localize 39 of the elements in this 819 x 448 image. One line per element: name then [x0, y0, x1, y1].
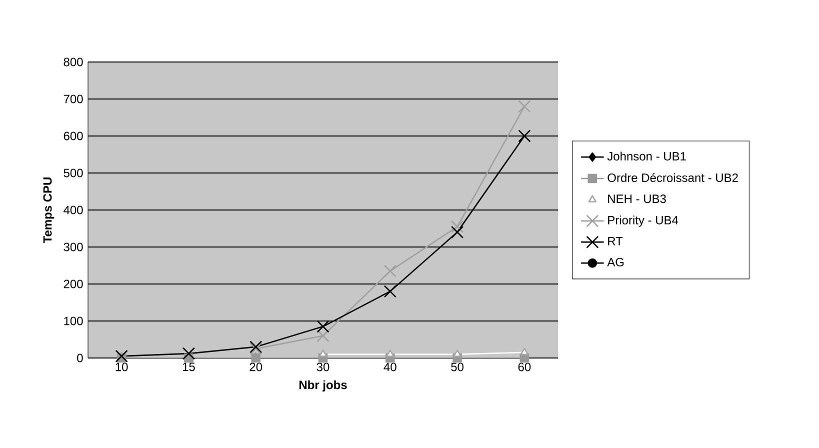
y-tick-label: 700	[64, 94, 83, 104]
x-tick-label: 60	[518, 362, 531, 372]
legend-label: Ordre Décroissant - UB2	[608, 173, 738, 182]
point	[384, 264, 396, 278]
point	[386, 350, 394, 357]
legend-label: RT	[608, 236, 623, 246]
point	[115, 350, 128, 362]
y-axis-title: Temps CPU	[43, 178, 54, 244]
point	[182, 347, 196, 360]
x-tick-label: 40	[384, 362, 396, 372]
legend-label: Johnson - UB1	[607, 152, 686, 161]
point	[251, 353, 261, 363]
x-tick-label: 30	[316, 362, 330, 372]
y-tick-label: 300	[64, 242, 83, 252]
y-tick-label: 800	[64, 58, 83, 66]
point	[518, 130, 531, 142]
point	[384, 285, 396, 298]
point	[316, 320, 330, 333]
x-tick-label: 50	[451, 362, 464, 372]
legend-label: NEH - UB3	[608, 194, 666, 204]
x-axis-title: Nbr jobs	[299, 380, 347, 392]
y-tick-label: 0	[77, 354, 83, 362]
x-tick-label: 10	[116, 362, 128, 372]
point	[453, 350, 462, 357]
point	[318, 350, 328, 357]
x-tick-label: 15	[182, 362, 195, 372]
y-tick-label: 200	[64, 280, 83, 288]
point	[518, 100, 531, 113]
legend-label: AG	[607, 258, 624, 266]
point	[520, 348, 529, 356]
y-tick-label: 100	[64, 316, 83, 326]
point	[450, 220, 464, 233]
y-tick-label: 400	[64, 206, 83, 214]
y-tick-label: 600	[64, 132, 83, 140]
point	[316, 329, 330, 342]
x-tick-label: 20	[250, 362, 262, 372]
point	[450, 226, 464, 239]
legend-label: Priority - UB4	[608, 216, 678, 227]
y-tick-label: 500	[64, 168, 83, 178]
